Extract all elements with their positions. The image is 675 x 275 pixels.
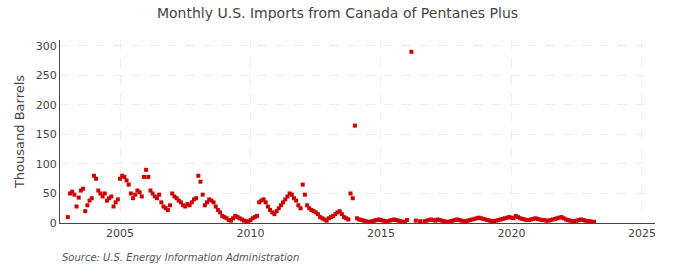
svg-text:250: 250 bbox=[36, 69, 57, 82]
svg-text:100: 100 bbox=[36, 158, 57, 171]
svg-text:2025: 2025 bbox=[628, 227, 656, 240]
svg-text:0: 0 bbox=[50, 217, 57, 230]
svg-text:150: 150 bbox=[36, 128, 57, 141]
svg-text:Thousand Barrels: Thousand Barrels bbox=[12, 75, 27, 189]
svg-text:300: 300 bbox=[36, 40, 57, 53]
svg-text:2010: 2010 bbox=[237, 227, 265, 240]
svg-text:Monthly U.S. Imports from Cana: Monthly U.S. Imports from Canada of Pent… bbox=[157, 5, 518, 21]
svg-text:2015: 2015 bbox=[367, 227, 395, 240]
svg-text:2020: 2020 bbox=[497, 227, 525, 240]
svg-text:Source: U.S. Energy Informatio: Source: U.S. Energy Information Administ… bbox=[62, 252, 299, 263]
svg-text:50: 50 bbox=[43, 187, 57, 200]
svg-text:2005: 2005 bbox=[106, 227, 134, 240]
svg-text:200: 200 bbox=[36, 99, 57, 112]
